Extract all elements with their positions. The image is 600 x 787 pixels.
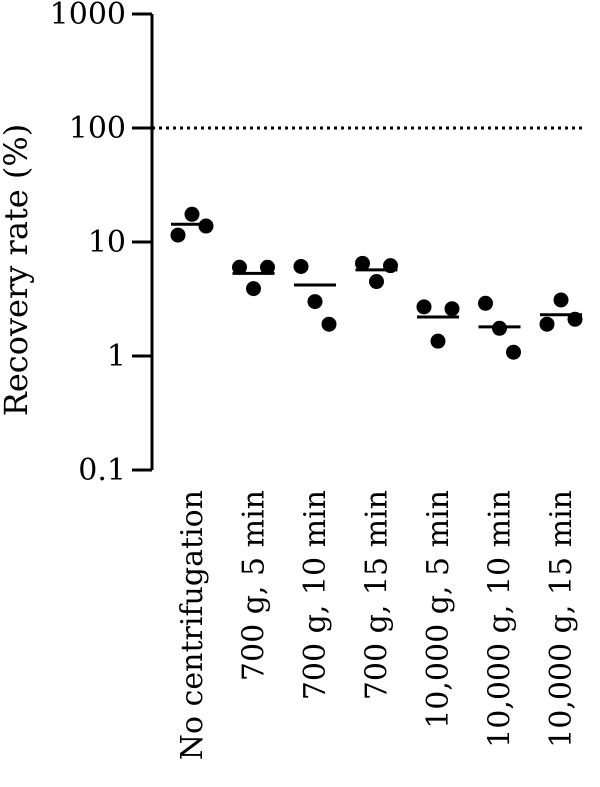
data-point (293, 258, 309, 274)
data-point (246, 281, 261, 297)
data-point (307, 294, 323, 310)
data-point (232, 259, 247, 275)
data-point (260, 259, 275, 275)
x-category-label: 10,000 g, 15 min (544, 490, 579, 748)
data-point (184, 206, 200, 222)
y-tick-label: 0.1 (78, 453, 126, 488)
data-point (430, 333, 446, 349)
data-point (355, 255, 370, 271)
x-category-label: 700 g, 10 min (298, 490, 333, 700)
data-point (369, 274, 384, 290)
data-point (321, 316, 337, 332)
y-axis: 0.1 1 10 100 1000 (50, 0, 154, 488)
x-category-label: 700 g, 5 min (237, 490, 272, 681)
data-point (478, 295, 493, 311)
x-category-label: 10,000 g, 5 min (421, 490, 456, 729)
x-axis-labels: No centrifugation 700 g, 5 min 700 g, 10 m… (175, 490, 579, 760)
data-marks (170, 206, 583, 360)
data-point (416, 299, 432, 315)
data-point (170, 227, 186, 243)
y-axis-title: Recovery rate (%) (0, 124, 35, 417)
y-tick-label: 1 (107, 339, 126, 374)
x-category-label: 10,000 g, 10 min (483, 490, 518, 748)
y-tick-label: 10 (88, 225, 126, 260)
x-category-label: No centrifugation (175, 490, 210, 760)
y-tick-label: 1000 (50, 0, 126, 32)
data-point (553, 292, 569, 308)
data-point (506, 344, 521, 360)
y-tick-label: 100 (69, 111, 126, 146)
x-category-label: 700 g, 15 min (360, 490, 395, 700)
data-point (539, 316, 555, 332)
data-point (198, 218, 214, 234)
data-point (444, 301, 460, 317)
